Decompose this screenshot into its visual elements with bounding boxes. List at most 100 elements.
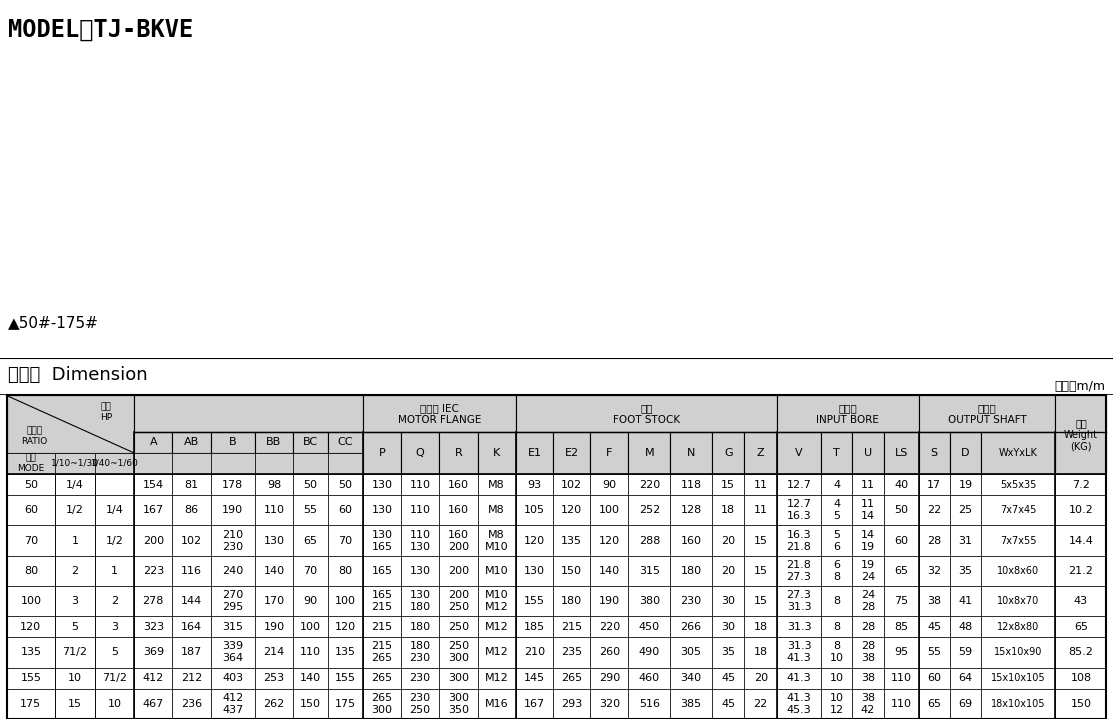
Text: 120: 120 — [335, 622, 356, 632]
Bar — [293, 453, 328, 474]
Bar — [135, 689, 173, 719]
Bar — [255, 616, 293, 637]
Text: LS: LS — [895, 448, 908, 458]
Bar — [95, 526, 135, 556]
Bar — [135, 556, 173, 586]
Bar — [590, 616, 629, 637]
Bar — [440, 616, 477, 637]
Bar — [629, 616, 670, 637]
Text: 12x8x80: 12x8x80 — [997, 622, 1040, 632]
Text: 140: 140 — [299, 673, 321, 683]
Bar — [918, 668, 949, 689]
Text: 10x8x70: 10x8x70 — [997, 596, 1040, 606]
Bar — [56, 637, 95, 668]
Bar — [56, 474, 95, 495]
Text: 140: 140 — [264, 566, 285, 576]
Text: 重量
Weight
(KG): 重量 Weight (KG) — [1064, 418, 1097, 452]
Bar — [884, 432, 918, 474]
Text: 45: 45 — [721, 673, 736, 683]
Bar — [949, 586, 982, 616]
Bar — [363, 474, 401, 495]
Text: 450: 450 — [639, 622, 660, 632]
Text: 21.2: 21.2 — [1068, 566, 1093, 576]
Text: 170: 170 — [264, 596, 285, 606]
Text: 160: 160 — [447, 505, 469, 516]
Text: 490: 490 — [639, 648, 660, 657]
Bar — [982, 668, 1055, 689]
Text: AB: AB — [184, 437, 199, 447]
Text: CC: CC — [337, 437, 353, 447]
Text: WxYxLK: WxYxLK — [998, 448, 1037, 458]
Text: 1/40~1/60: 1/40~1/60 — [90, 459, 138, 468]
Text: 5x5x35: 5x5x35 — [1001, 480, 1036, 490]
Bar — [670, 526, 712, 556]
Bar — [884, 616, 918, 637]
Text: 210
230: 210 230 — [223, 529, 244, 551]
Text: 220: 220 — [599, 622, 620, 632]
Bar — [95, 668, 135, 689]
Bar — [328, 432, 363, 453]
Bar — [7, 526, 56, 556]
Bar — [712, 474, 745, 495]
Text: 31.3
41.3: 31.3 41.3 — [787, 641, 811, 664]
Text: 10: 10 — [829, 673, 844, 683]
Text: 55: 55 — [927, 648, 942, 657]
Bar — [440, 689, 477, 719]
Text: 25: 25 — [958, 505, 973, 516]
Text: 140: 140 — [599, 566, 620, 576]
Bar — [363, 556, 401, 586]
Bar — [629, 637, 670, 668]
Text: 265: 265 — [372, 673, 393, 683]
Text: 1/2: 1/2 — [106, 536, 124, 546]
Text: M: M — [644, 448, 654, 458]
Text: 95: 95 — [894, 648, 908, 657]
Bar — [1055, 495, 1106, 526]
Bar — [95, 474, 135, 495]
Bar — [777, 474, 821, 495]
Bar — [516, 668, 553, 689]
Bar — [712, 637, 745, 668]
Bar — [670, 586, 712, 616]
Bar — [255, 689, 293, 719]
Bar — [712, 556, 745, 586]
Bar — [949, 432, 982, 474]
Bar — [590, 495, 629, 526]
Text: 235: 235 — [561, 648, 582, 657]
Text: 38
42: 38 42 — [861, 693, 875, 715]
Bar — [853, 689, 884, 719]
Text: 380: 380 — [639, 596, 660, 606]
Bar — [918, 616, 949, 637]
Bar — [590, 637, 629, 668]
Text: M12: M12 — [485, 648, 509, 657]
Bar — [629, 495, 670, 526]
Text: 28: 28 — [861, 622, 875, 632]
Bar — [777, 616, 821, 637]
Bar — [745, 668, 777, 689]
Bar — [363, 432, 401, 474]
Bar — [982, 637, 1055, 668]
Text: 403: 403 — [223, 673, 244, 683]
Bar — [477, 637, 516, 668]
Bar — [745, 586, 777, 616]
Text: 38: 38 — [927, 596, 942, 606]
Bar — [918, 689, 949, 719]
Text: 45: 45 — [927, 622, 942, 632]
Bar — [629, 586, 670, 616]
Text: 288: 288 — [639, 536, 660, 546]
Text: M10
M12: M10 M12 — [485, 590, 509, 612]
Text: 100: 100 — [599, 505, 620, 516]
Bar — [853, 556, 884, 586]
Text: 馬力
HP: 馬力 HP — [100, 403, 112, 422]
Bar — [982, 432, 1055, 474]
Text: 28
38: 28 38 — [861, 641, 875, 664]
Bar — [255, 526, 293, 556]
Bar — [56, 586, 95, 616]
Text: 293: 293 — [561, 699, 582, 709]
Bar — [173, 689, 210, 719]
Bar — [7, 637, 56, 668]
Text: 120: 120 — [561, 505, 582, 516]
Text: 130: 130 — [372, 505, 393, 516]
Bar — [173, 474, 210, 495]
Text: R: R — [454, 448, 462, 458]
Text: 185: 185 — [524, 622, 545, 632]
